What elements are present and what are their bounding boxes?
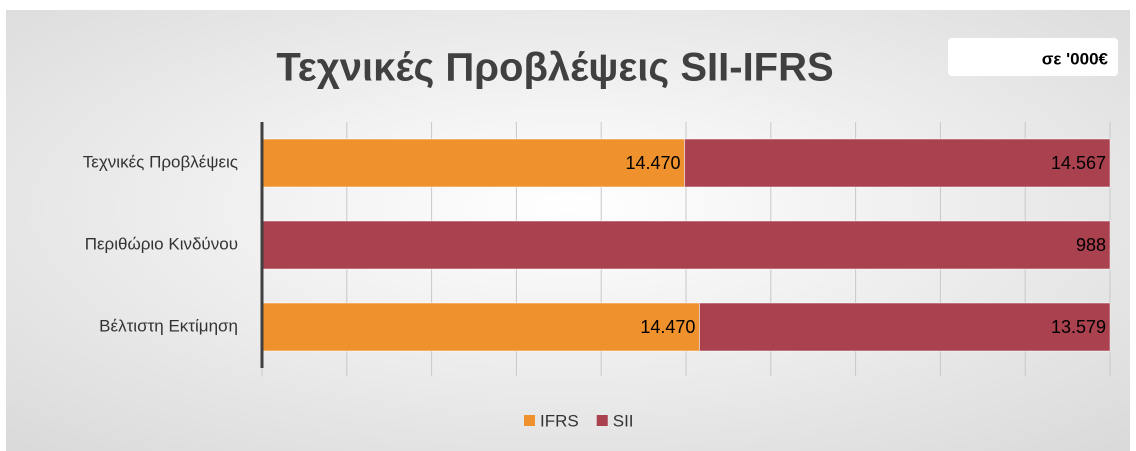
legend-label: SII [613, 411, 634, 430]
bar-segment [261, 220, 1111, 270]
y-tick-label: Τεχνικές Προβλέψεις [83, 152, 238, 171]
subtitle: σε '000€ [1042, 49, 1109, 68]
y-tick-label: Περιθώριο Κινδύνου [85, 234, 238, 253]
legend-swatch [524, 415, 535, 426]
legend-swatch [596, 415, 608, 426]
chart-title: Τεχνικές Προβλέψεις SII-IFRS [276, 46, 833, 90]
data-label: 14.567 [1051, 153, 1106, 173]
data-label: 14.470 [626, 153, 681, 173]
data-label: 13.579 [1051, 317, 1106, 337]
data-label: 988 [1076, 235, 1106, 255]
legend-label: IFRS [540, 411, 579, 430]
bar-segment [698, 302, 1111, 352]
subtitle-box [948, 38, 1118, 76]
bar-segment [261, 302, 700, 352]
bar-segment [684, 138, 1111, 188]
data-label: 14.470 [640, 317, 695, 337]
y-tick-label: Βέλτιστη Εκτίμηση [99, 316, 238, 335]
bar-segment [261, 138, 686, 188]
